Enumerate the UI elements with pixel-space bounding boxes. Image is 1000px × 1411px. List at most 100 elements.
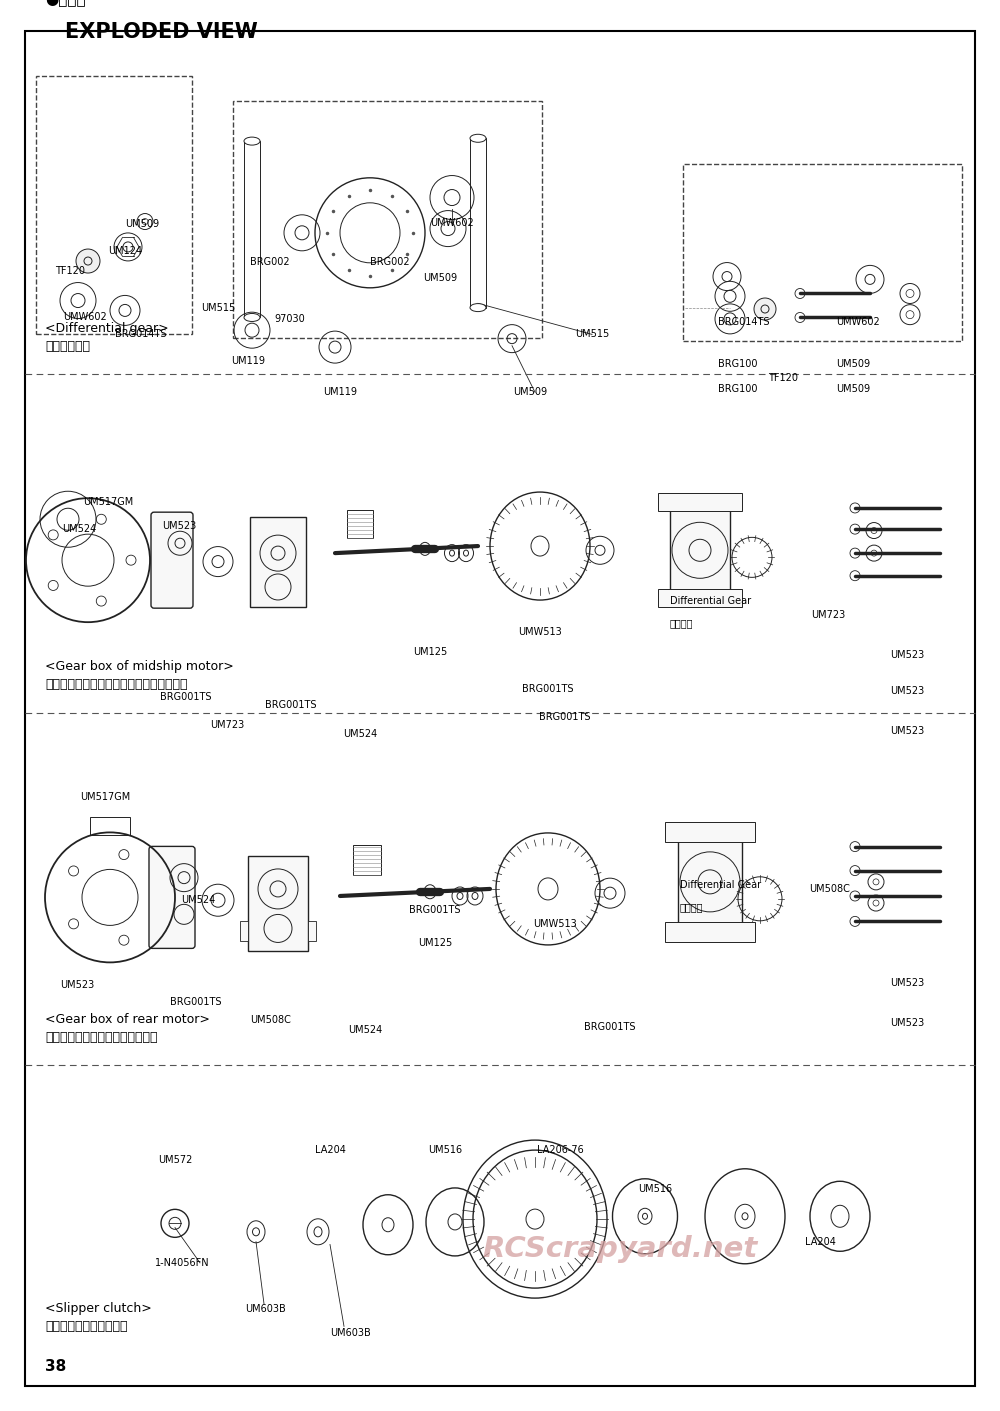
Text: Differential Gear: Differential Gear	[670, 595, 751, 607]
Bar	[658, 494, 742, 511]
Text: BRG001TS: BRG001TS	[409, 904, 461, 916]
Bar	[90, 817, 130, 835]
Text: RCScrapyard.net: RCScrapyard.net	[482, 1235, 758, 1263]
Circle shape	[680, 852, 740, 912]
Text: BRG002: BRG002	[370, 257, 410, 268]
Text: UM509: UM509	[125, 219, 159, 230]
Text: UM523: UM523	[890, 649, 924, 660]
Text: UM723: UM723	[210, 720, 244, 731]
Text: デフギヤ: デフギヤ	[670, 618, 694, 629]
Text: ●分解図: ●分解図	[45, 0, 86, 7]
Text: UM515: UM515	[201, 302, 235, 313]
Text: UM125: UM125	[418, 937, 452, 948]
Bar	[658, 590, 742, 607]
Circle shape	[672, 522, 728, 579]
Text: 〈ミッドシップモーター用ギヤボックス〉: 〈ミッドシップモーター用ギヤボックス〉	[45, 679, 188, 691]
Text: BRG001TS: BRG001TS	[160, 691, 212, 703]
Text: <Gear box of rear motor>: <Gear box of rear motor>	[45, 1013, 210, 1026]
Ellipse shape	[244, 137, 260, 145]
Text: UM603B: UM603B	[245, 1304, 286, 1315]
Text: TF120: TF120	[55, 265, 85, 277]
Text: UM119: UM119	[231, 356, 265, 367]
Text: UMW513: UMW513	[518, 626, 562, 638]
FancyBboxPatch shape	[151, 512, 193, 608]
Text: UM125: UM125	[413, 646, 447, 658]
Text: BRG002: BRG002	[250, 257, 290, 268]
Text: 38: 38	[45, 1359, 66, 1374]
Text: BRG001TS: BRG001TS	[265, 700, 316, 711]
Text: UM523: UM523	[890, 725, 924, 737]
Text: UM523: UM523	[890, 686, 924, 697]
Bar	[308, 920, 316, 941]
Text: Differential Gear: Differential Gear	[680, 879, 761, 890]
Circle shape	[264, 914, 292, 943]
Text: 〈リヤモーター用ギヤボックス〉: 〈リヤモーター用ギヤボックス〉	[45, 1031, 158, 1044]
Text: <Slipper clutch>: <Slipper clutch>	[45, 1302, 152, 1315]
Text: UM524: UM524	[181, 895, 215, 906]
Text: UM516: UM516	[638, 1184, 672, 1195]
Text: UM517GM: UM517GM	[80, 792, 130, 803]
Ellipse shape	[244, 313, 260, 322]
Bar	[665, 921, 755, 943]
Text: UM723: UM723	[811, 610, 845, 621]
Text: UMW602: UMW602	[63, 312, 107, 323]
Text: UM119: UM119	[323, 387, 357, 398]
Text: BRG001TS: BRG001TS	[539, 711, 591, 722]
Bar	[244, 141, 260, 317]
Text: TF120: TF120	[768, 373, 798, 384]
Text: EXPLODED VIEW: EXPLODED VIEW	[65, 23, 258, 42]
Text: UM515: UM515	[575, 329, 609, 340]
Text: BRG014TS: BRG014TS	[115, 329, 166, 340]
Text: 〈デフギヤ〉: 〈デフギヤ〉	[45, 340, 90, 353]
Ellipse shape	[470, 134, 486, 143]
Text: BRG001TS: BRG001TS	[522, 683, 574, 694]
FancyBboxPatch shape	[149, 847, 195, 948]
Text: UM603B: UM603B	[330, 1328, 371, 1339]
Text: UMW602: UMW602	[430, 217, 474, 229]
Text: UM517GM: UM517GM	[83, 497, 133, 508]
Text: BRG100: BRG100	[718, 358, 758, 370]
Text: UMW602: UMW602	[836, 316, 880, 327]
Text: UM509: UM509	[423, 272, 457, 284]
Text: UMW513: UMW513	[533, 919, 577, 930]
Text: LA204: LA204	[805, 1236, 835, 1247]
Circle shape	[265, 574, 291, 600]
Circle shape	[174, 904, 194, 924]
Bar	[353, 845, 381, 875]
Bar	[678, 827, 742, 937]
Text: 1-N4056FN: 1-N4056FN	[155, 1257, 210, 1268]
Text: BRG100: BRG100	[718, 384, 758, 395]
Text: BRG014TS: BRG014TS	[718, 316, 770, 327]
Circle shape	[754, 298, 776, 320]
Text: UM572: UM572	[158, 1154, 192, 1165]
Text: UM124: UM124	[108, 246, 142, 257]
Text: LA206-76: LA206-76	[537, 1144, 583, 1156]
Text: LA204: LA204	[315, 1144, 345, 1156]
Bar	[248, 855, 308, 951]
Text: UM523: UM523	[60, 979, 94, 991]
Text: UM524: UM524	[348, 1024, 382, 1036]
Text: UM509: UM509	[836, 384, 870, 395]
Text: UM509: UM509	[836, 358, 870, 370]
Text: UM524: UM524	[343, 728, 377, 739]
Text: UM516: UM516	[428, 1144, 462, 1156]
Bar	[670, 498, 730, 602]
Bar	[665, 821, 755, 842]
Bar	[250, 516, 306, 607]
Bar	[470, 138, 486, 308]
Text: UM524: UM524	[62, 523, 96, 535]
Text: BRG001TS: BRG001TS	[170, 996, 222, 1007]
Text: UM508C: UM508C	[250, 1015, 291, 1026]
Text: UM523: UM523	[890, 1017, 924, 1029]
Text: UM509: UM509	[513, 387, 547, 398]
Text: 〈スリッパークラッチ〉: 〈スリッパークラッチ〉	[45, 1321, 128, 1333]
Ellipse shape	[470, 303, 486, 312]
Text: UM523: UM523	[890, 978, 924, 989]
Text: <Gear box of midship motor>: <Gear box of midship motor>	[45, 660, 234, 673]
Text: <Differential gear>: <Differential gear>	[45, 322, 169, 334]
Circle shape	[76, 248, 100, 274]
Bar	[240, 920, 248, 941]
Text: UM523: UM523	[162, 521, 196, 532]
Bar	[347, 509, 373, 538]
Text: UM508C: UM508C	[810, 883, 850, 895]
